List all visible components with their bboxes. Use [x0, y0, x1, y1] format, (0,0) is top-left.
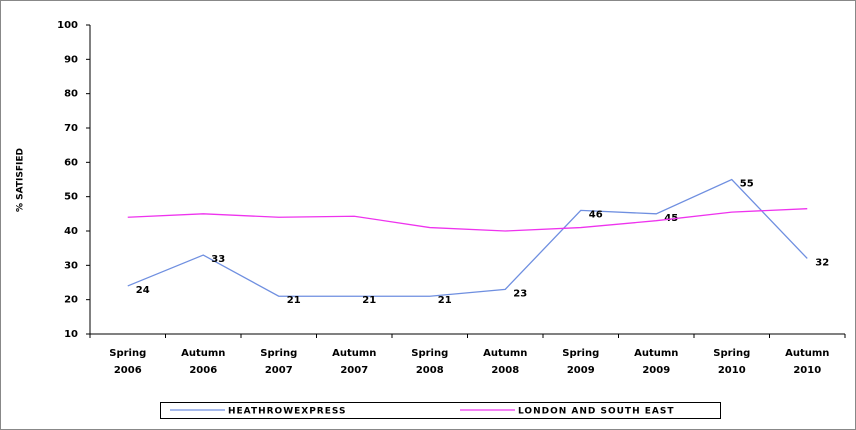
data-label: 23	[513, 288, 527, 299]
y-tick-label: 70	[64, 123, 78, 134]
data-label: 24	[136, 285, 150, 296]
y-tick-label: 20	[64, 295, 78, 306]
x-tick-label: Autumn 2007	[332, 348, 377, 376]
y-axis-label: % SATISFIED	[16, 148, 26, 212]
data-label: 32	[815, 257, 829, 268]
data-label: 21	[362, 295, 376, 306]
series-line	[127, 178, 808, 297]
data-label: 45	[664, 213, 678, 224]
y-tick-label: 40	[64, 226, 78, 237]
y-tick-label: 30	[64, 260, 78, 271]
y-tick-label: 60	[64, 157, 78, 168]
series-line	[127, 208, 808, 232]
y-tick-label: 10	[64, 329, 78, 340]
x-tick-label: Spring 2007	[260, 348, 298, 376]
x-tick-label: Spring 2009	[562, 348, 600, 376]
x-tick-label: Autumn 2010	[785, 348, 830, 376]
x-tick-label: Spring 2008	[411, 348, 449, 376]
data-label: 21	[438, 295, 452, 306]
x-tick-label: Spring 2006	[109, 348, 147, 376]
x-tick-label: Spring 2010	[713, 348, 751, 376]
legend-label: LONDON AND SOUTH EAST	[518, 407, 674, 417]
y-tick-label: 50	[64, 192, 78, 203]
y-tick-label: 80	[64, 89, 78, 100]
x-tick-label: Autumn 2009	[634, 348, 679, 376]
x-tick-label: Autumn 2006	[181, 348, 226, 376]
data-label: 21	[287, 295, 301, 306]
y-tick-label: 100	[57, 20, 78, 31]
data-label: 55	[740, 179, 754, 190]
y-tick-label: 90	[64, 54, 78, 65]
legend-box	[160, 402, 721, 419]
data-label: 33	[211, 254, 225, 265]
legend-label: HEATHROWEXPRESS	[228, 407, 346, 417]
x-tick-label: Autumn 2008	[483, 348, 528, 376]
data-label: 46	[589, 209, 603, 220]
